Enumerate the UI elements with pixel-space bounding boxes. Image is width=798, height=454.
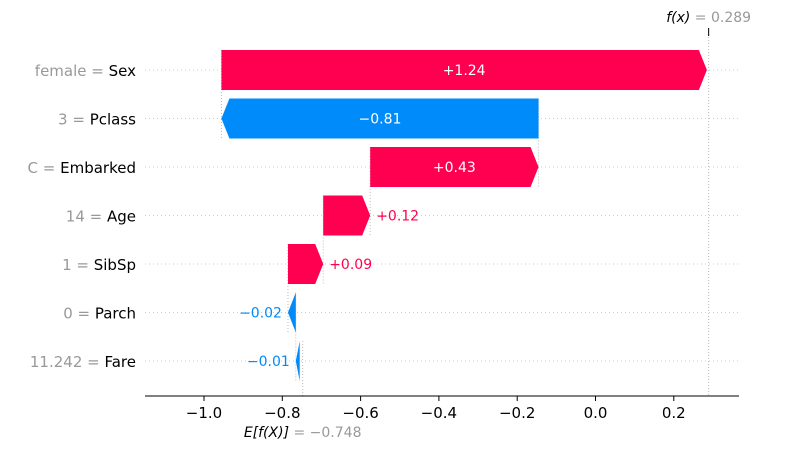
bar-age (323, 195, 371, 236)
bar-sibsp (287, 244, 324, 284)
feature-label-age: 14 = Age (66, 208, 136, 226)
x-tick-label: −1.0 (186, 404, 222, 422)
x-tick-label: −0.8 (264, 404, 300, 422)
feature-label-sibsp: 1 = SibSp (62, 256, 136, 274)
contribution-label-fare: −0.01 (247, 354, 290, 370)
contribution-label-sibsp: +0.09 (329, 257, 372, 273)
bar-parch (287, 292, 296, 333)
contribution-label-embarked: +0.43 (433, 160, 476, 176)
contribution-label-pclass: −0.81 (359, 112, 402, 128)
x-tick-label: −0.6 (342, 404, 378, 422)
feature-label-sex: female = Sex (35, 62, 136, 80)
x-tick-label: −0.4 (421, 404, 457, 422)
feature-label-pclass: 3 = Pclass (58, 111, 136, 129)
bar-pclass (221, 98, 539, 139)
x-tick-label: 0.0 (584, 404, 608, 422)
bar-fare (295, 341, 300, 381)
feature-label-parch: 0 = Parch (63, 305, 136, 323)
output-value-label: f(x) = 0.289 (666, 10, 751, 26)
base-value-label: E[f(X)] = −0.748 (244, 425, 362, 441)
bar-embarked (370, 147, 539, 187)
x-tick-label: 0.2 (662, 404, 686, 422)
feature-label-embarked: C = Embarked (28, 159, 136, 177)
bar-sex (221, 50, 707, 90)
contribution-label-age: +0.12 (376, 209, 419, 225)
x-tick-label: −0.2 (499, 404, 535, 422)
contribution-label-parch: −0.02 (239, 306, 282, 322)
contribution-label-sex: +1.24 (443, 63, 486, 79)
feature-label-fare: 11.242 = Fare (30, 353, 136, 371)
